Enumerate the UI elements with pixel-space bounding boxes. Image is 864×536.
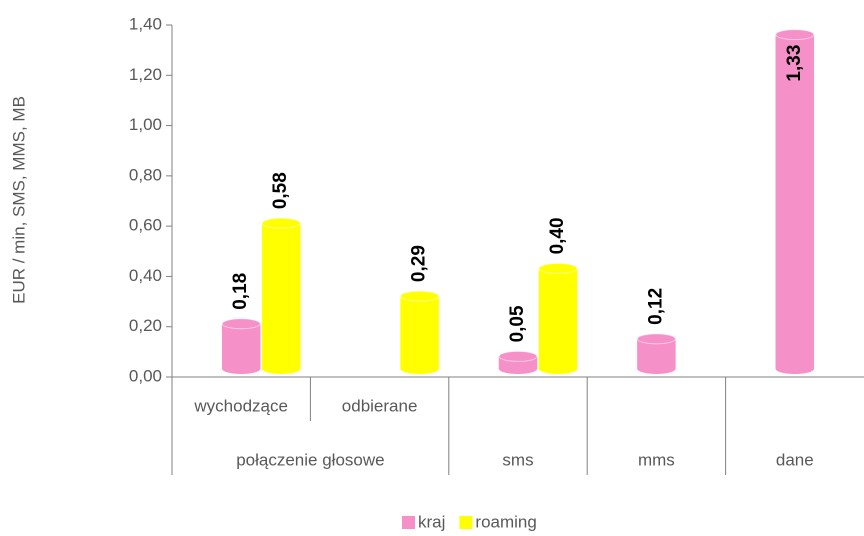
legend-swatch <box>459 516 473 529</box>
y-tick-label: 1,20 <box>129 65 162 84</box>
group-label: mms <box>638 450 675 469</box>
y-axis-label: EUR / min, SMS, MMS, MB <box>9 96 28 304</box>
bar <box>221 318 261 374</box>
bar-bottom <box>262 364 301 374</box>
y-tick-label: 0,80 <box>129 165 162 184</box>
bar-bottom <box>539 364 577 374</box>
y-tick-label: 0,60 <box>129 216 162 235</box>
y-tick-label: 0,20 <box>129 316 162 335</box>
x-tick-label: wychodzące <box>193 396 288 415</box>
legend-swatch <box>402 516 415 529</box>
bar <box>538 262 578 374</box>
bar-body <box>538 268 578 370</box>
bar <box>775 29 815 374</box>
bar-bottom <box>499 364 537 374</box>
value-label: 0,29 <box>409 245 430 282</box>
y-tick-label: 1,00 <box>129 115 162 134</box>
value-label: 1,33 <box>784 45 805 82</box>
bar-bottom <box>637 364 676 374</box>
y-tick-label: 1,40 <box>129 14 162 33</box>
bar <box>400 290 440 374</box>
bar-bottom <box>775 364 814 374</box>
bar-body <box>400 295 439 370</box>
bar-top <box>636 333 676 345</box>
bar-body <box>261 222 301 370</box>
legend-label: kraj <box>418 512 445 531</box>
bar-top <box>261 217 301 229</box>
bar-body <box>221 323 261 370</box>
value-label: 0,58 <box>270 172 291 209</box>
value-label: 0,40 <box>547 217 568 254</box>
bar <box>261 217 301 374</box>
legend-label: roaming <box>475 512 536 531</box>
bar-bottom <box>222 364 261 374</box>
y-tick-label: 0,40 <box>129 266 162 285</box>
bar <box>498 350 538 374</box>
x-tick-label: odbierane <box>342 396 418 415</box>
bar-top <box>498 350 538 362</box>
group-label: dane <box>776 450 814 469</box>
bar <box>636 333 676 374</box>
group-label: połączenie głosowe <box>236 450 384 469</box>
value-label: 0,18 <box>230 273 251 310</box>
value-label: 0,05 <box>507 305 528 342</box>
group-label: sms <box>502 450 533 469</box>
bar-top <box>400 290 440 302</box>
bar-body <box>775 34 815 370</box>
bar-top <box>221 318 261 330</box>
bar-top <box>538 262 578 274</box>
y-tick-label: 0,00 <box>129 366 162 385</box>
bar-bottom <box>400 364 439 374</box>
bar-top <box>775 29 815 41</box>
value-label: 0,12 <box>645 288 666 325</box>
